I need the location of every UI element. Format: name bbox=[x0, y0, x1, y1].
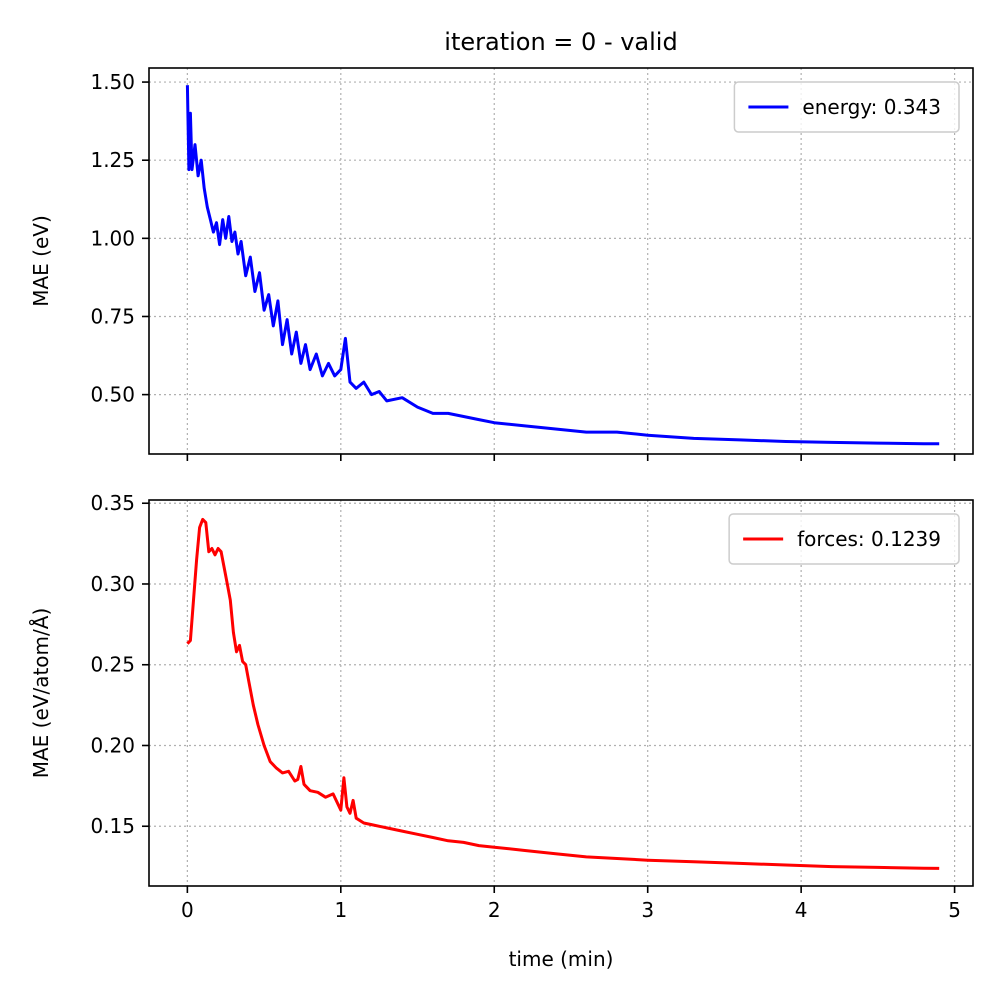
forces-y-tick-label: 0.30 bbox=[90, 572, 135, 596]
energy-y-tick-label: 1.50 bbox=[90, 70, 135, 94]
forces-series-line bbox=[186, 517, 940, 870]
energy-y-tick-label: 0.50 bbox=[90, 383, 135, 407]
x-tick-label: 2 bbox=[488, 898, 501, 922]
chart-title: iteration = 0 - valid bbox=[444, 28, 677, 56]
x-tick-label: 3 bbox=[641, 898, 654, 922]
energy-legend: energy: 0.343 bbox=[733, 81, 960, 133]
forces-legend: forces: 0.1239 bbox=[728, 513, 960, 565]
forces-ticks: 0 1 2 3 4 5 0.15 0.20 0.25 0.30 0.35 bbox=[90, 491, 960, 922]
energy-axes-frame bbox=[148, 67, 974, 455]
energy-legend-box bbox=[733, 81, 960, 133]
forces-legend-box bbox=[728, 513, 960, 565]
energy-series-line bbox=[185, 85, 940, 446]
energy-panel: 0.50 0.75 1.00 1.25 1.50 MAE (eV) energy: 0.… bbox=[29, 67, 974, 461]
x-axis-label: time (min) bbox=[509, 947, 614, 971]
forces-y-tick-label: 0.20 bbox=[90, 733, 135, 757]
x-tick-label: 0 bbox=[181, 898, 194, 922]
forces-panel: 0 1 2 3 4 5 0.15 0.20 0.25 0.30 0.35 MAE (eV/atom/… bbox=[29, 491, 974, 922]
forces-y-tick-label: 0.15 bbox=[90, 814, 135, 838]
energy-ticks: 0.50 0.75 1.00 1.25 1.50 bbox=[90, 70, 956, 461]
energy-y-tick-label: 1.00 bbox=[90, 226, 135, 250]
forces-y-tick-label: 0.25 bbox=[90, 653, 135, 677]
forces-y-axis-label: MAE (eV/atom/Å) bbox=[29, 608, 53, 779]
forces-axes-frame bbox=[148, 499, 974, 887]
energy-y-tick-label: 0.75 bbox=[90, 304, 135, 328]
forces-gridlines bbox=[149, 500, 973, 886]
forces-series-group bbox=[186, 517, 940, 870]
x-tick-label: 1 bbox=[334, 898, 347, 922]
energy-y-tick-label: 1.25 bbox=[90, 148, 135, 172]
forces-legend-label: forces: 0.1239 bbox=[797, 527, 941, 551]
x-tick-label: 4 bbox=[795, 898, 808, 922]
energy-y-axis-label: MAE (eV) bbox=[29, 215, 53, 307]
energy-series-group bbox=[185, 85, 940, 446]
forces-y-tick-label: 0.35 bbox=[90, 491, 135, 515]
x-tick-label: 5 bbox=[948, 898, 961, 922]
energy-legend-label: energy: 0.343 bbox=[802, 95, 941, 119]
